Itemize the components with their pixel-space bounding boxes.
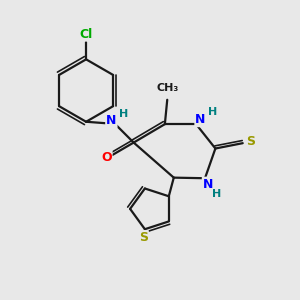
Text: O: O [101, 151, 112, 164]
Text: H: H [119, 109, 128, 119]
Text: S: S [139, 231, 148, 244]
Text: H: H [212, 189, 221, 199]
Text: CH₃: CH₃ [156, 83, 178, 93]
Text: N: N [195, 113, 206, 126]
Text: Cl: Cl [80, 28, 93, 40]
Text: N: N [203, 178, 213, 191]
Text: S: S [246, 135, 255, 148]
Text: N: N [106, 114, 116, 128]
Text: H: H [208, 107, 217, 117]
